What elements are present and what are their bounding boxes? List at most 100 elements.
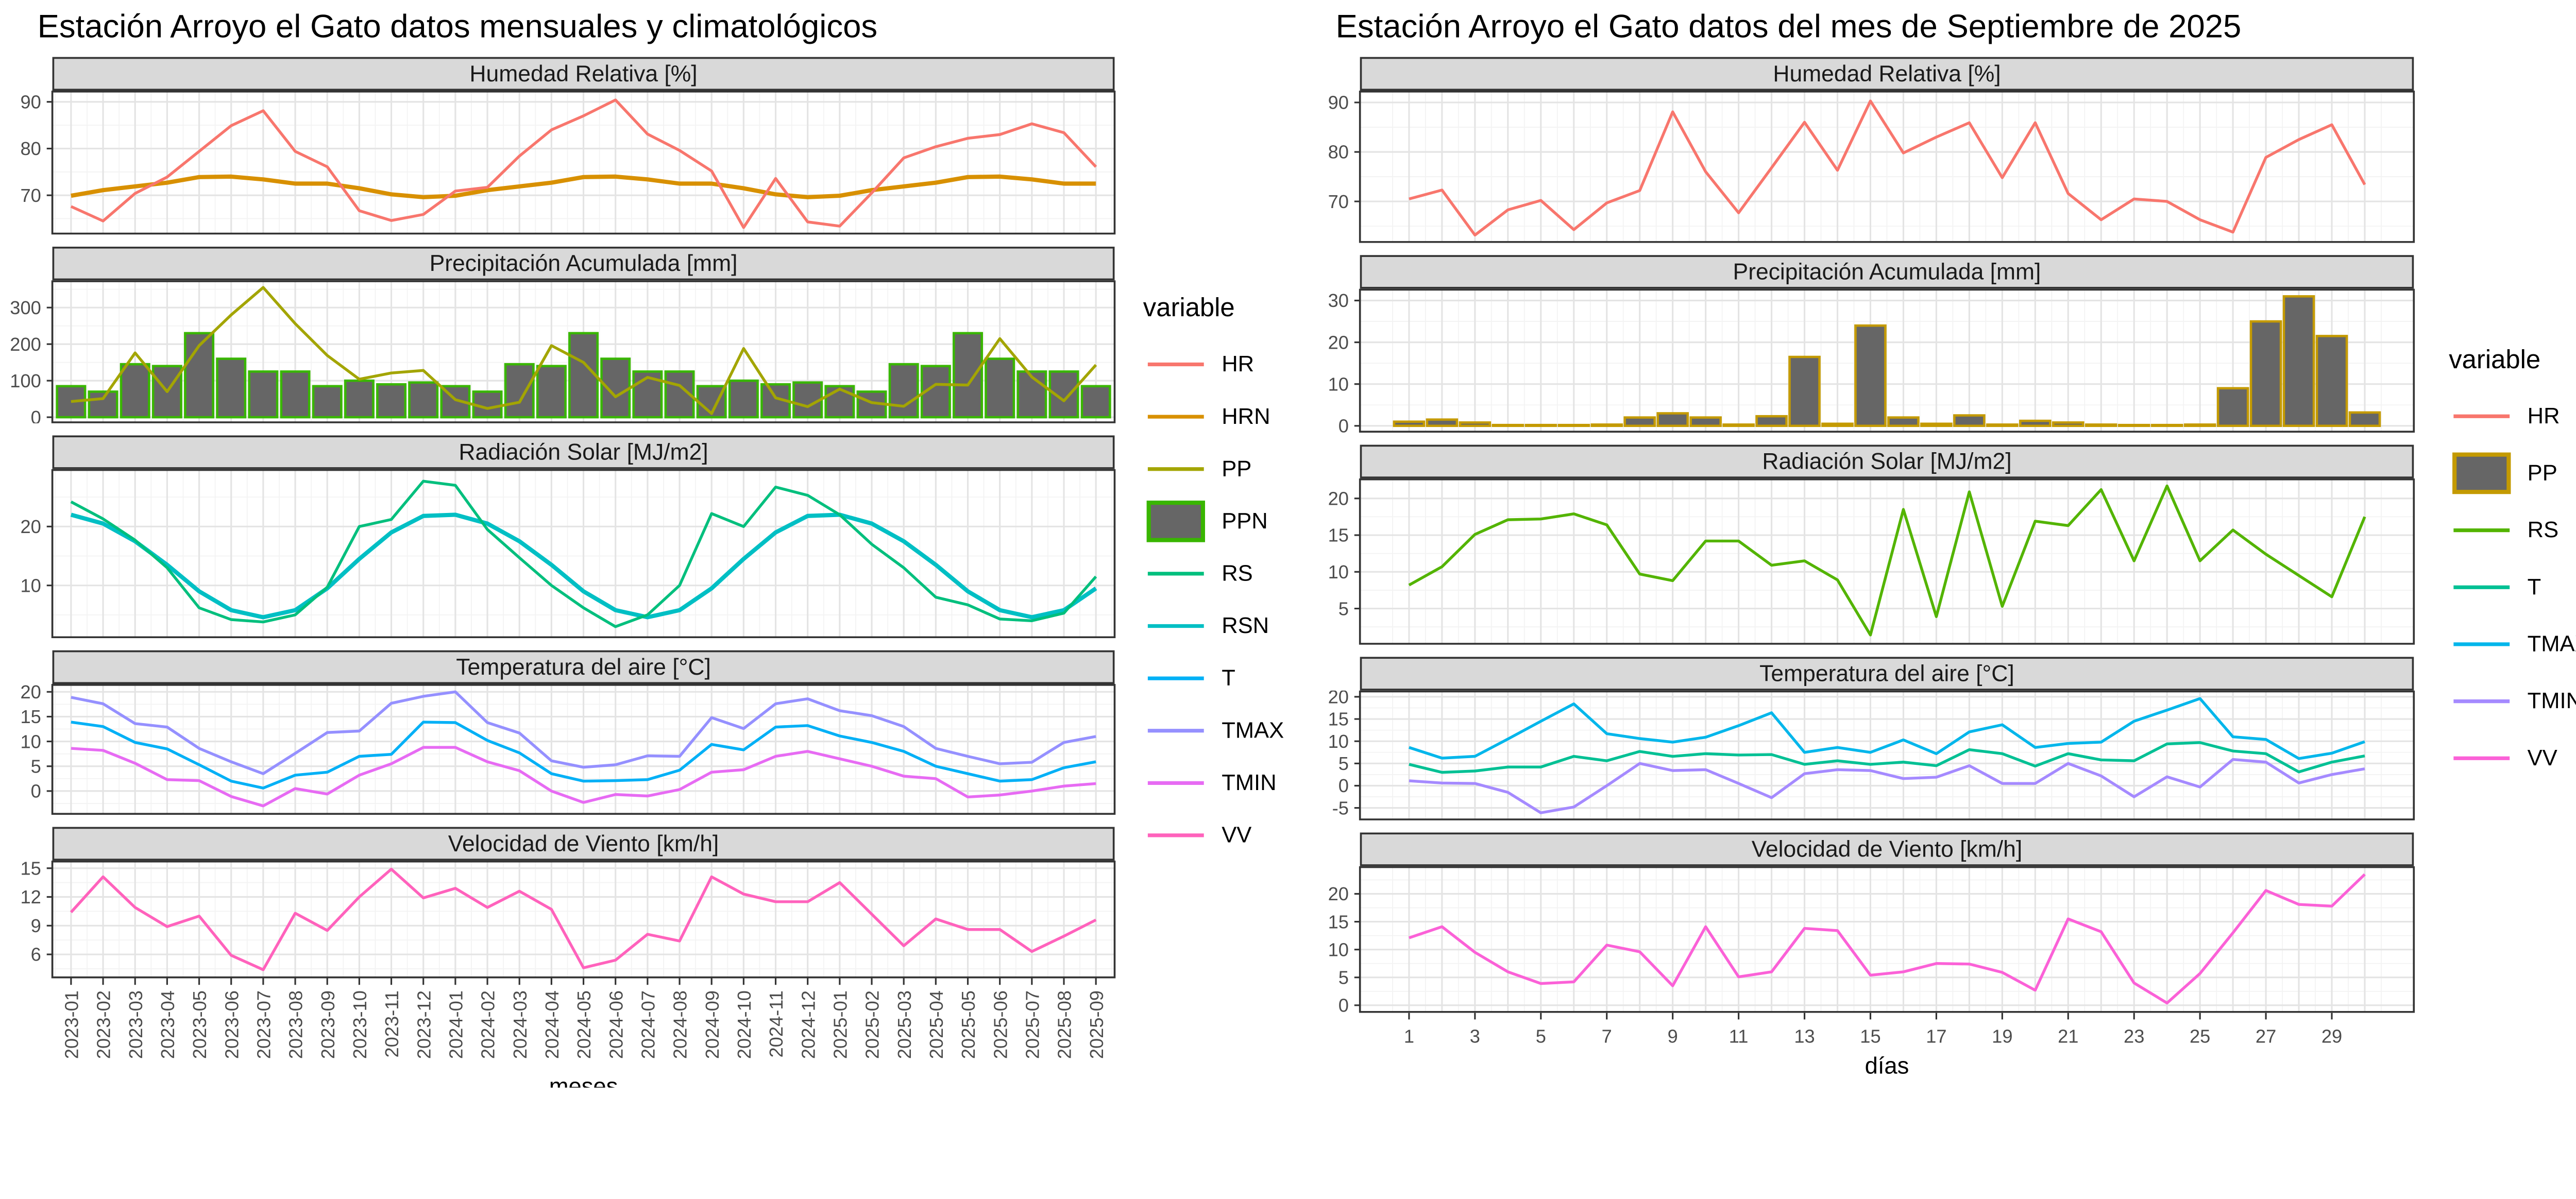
grid-major xyxy=(1360,289,2414,432)
legend-title: variable xyxy=(1143,292,1235,322)
x-tick-label: 2024-06 xyxy=(605,990,626,1059)
panel-2: Radiación Solar [MJ/m2] 5 10 15 20 xyxy=(1303,444,2415,645)
legend-line-swatch xyxy=(1147,571,1204,576)
panel-plot: 5 10 15 20 xyxy=(1328,478,2415,645)
panels-column: Humedad Relativa [%] 70 80 90 Precipitación … xyxy=(1303,57,2415,1050)
y-tick-label: 12 xyxy=(20,886,41,907)
series-PP-line xyxy=(71,286,1097,415)
panel-1: Precipitación Acumulada [mm] 0 100 200 300 xyxy=(0,246,1116,423)
x-tick-label: 7 xyxy=(1602,1026,1612,1047)
legend-label: TMAX xyxy=(2527,631,2576,657)
legend-item-T: T xyxy=(2449,564,2576,609)
screenshot-stage: Estación Arroyo el Gato datos mensuales … xyxy=(0,3,2576,1088)
y-tick-label: 5 xyxy=(1338,598,1349,619)
panel-strip: Velocidad de Viento [km/h] xyxy=(1360,832,2414,866)
y-tick-label: 30 xyxy=(1328,290,1349,311)
legend-line-swatch xyxy=(2453,642,2510,646)
y-tick-label: 15 xyxy=(20,706,41,727)
series-HR-line xyxy=(1409,99,2366,237)
legend-line-swatch xyxy=(1147,676,1204,680)
panel-0: Humedad Relativa [%] 70 80 90 xyxy=(0,57,1116,235)
legend-item-TMAX: TMAX xyxy=(2449,622,2576,666)
x-tick-label: 2024-11 xyxy=(766,990,787,1057)
legend-label: HRN xyxy=(1222,404,1270,429)
x-tick-label: 2023-08 xyxy=(285,990,307,1059)
panel-2: Radiación Solar [MJ/m2] 10 20 xyxy=(0,435,1116,639)
legend-line-swatch xyxy=(1147,362,1204,366)
y-tick-label: 90 xyxy=(20,91,41,112)
x-tick-label: 2025-01 xyxy=(829,990,851,1059)
grid-minor xyxy=(1360,91,2414,242)
legend-line-swatch xyxy=(1147,624,1204,628)
x-axis-title: días xyxy=(1865,1052,1909,1079)
y-axis: 0 100 200 300 xyxy=(10,297,53,423)
x-tick-label: 11 xyxy=(1729,1026,1749,1047)
legend-line-swatch xyxy=(1147,833,1204,837)
legend-item-RS: RS xyxy=(2449,508,2576,553)
legend-line-swatch xyxy=(2453,585,2510,589)
y-axis: 6 9 12 15 xyxy=(20,861,53,965)
legend-line-swatch xyxy=(2453,528,2510,532)
x-tick-label: 2023-06 xyxy=(221,990,242,1059)
panel-1: Precipitación Acumulada [mm] 0 10 20 30 xyxy=(1303,255,2415,433)
panel-plot: 0 10 20 30 xyxy=(1328,288,2415,433)
y-tick-label: 15 xyxy=(1328,911,1349,932)
legend-label: PPN xyxy=(1222,508,1268,534)
x-tick-label: 2023-04 xyxy=(157,990,178,1059)
y-tick-label: 10 xyxy=(20,731,41,752)
y-tick-label: 10 xyxy=(1328,373,1349,395)
y-tick-label: 10 xyxy=(1328,731,1349,752)
panel-plot: 0 5 10 15 20 xyxy=(20,684,1116,815)
panel-strip: Radiación Solar [MJ/m2] xyxy=(1360,444,2414,478)
legend-line-swatch xyxy=(1147,467,1204,471)
panel-3: Temperatura del aire [°C] 0 5 10 15 20 xyxy=(0,650,1116,815)
legend-items: HR HRN PP PPN RS RSN T TMAX TMIN VV xyxy=(1143,342,1284,865)
x-tick-label: 2023-11 xyxy=(381,990,402,1057)
legend-label: TMIN xyxy=(1222,770,1277,795)
x-tick-label: 2023-01 xyxy=(61,990,82,1059)
y-axis: 0 10 20 30 xyxy=(1328,290,1360,433)
y-tick-label: 300 xyxy=(10,297,41,318)
series-HR-line xyxy=(70,98,1097,229)
x-tick-label: 2024-07 xyxy=(637,990,658,1059)
y-axis: 10 20 xyxy=(20,516,53,596)
x-tick-label: 2025-03 xyxy=(894,990,915,1059)
y-tick-label: 80 xyxy=(20,138,41,159)
y-tick-label: 6 xyxy=(31,944,41,965)
series-PP-bars xyxy=(1393,295,2381,427)
panel-strip: Precipitación Acumulada [mm] xyxy=(1360,255,2414,289)
panel-strip: Velocidad de Viento [km/h] xyxy=(52,827,1115,861)
y-tick-label: 5 xyxy=(1338,753,1349,774)
legend-bar-swatch xyxy=(1146,500,1205,542)
y-tick-label: 70 xyxy=(1328,191,1349,212)
y-tick-label: 20 xyxy=(1328,488,1349,509)
y-tick-label: 0 xyxy=(31,781,41,802)
x-axis: 2023-01 2023-02 2023-03 2023-04 2023-05 2023-… xyxy=(61,978,1107,1059)
x-tick-label: 2024-02 xyxy=(478,990,499,1059)
legend-item-RSN: RSN xyxy=(1143,604,1284,648)
legend-item-T: T xyxy=(1143,656,1284,700)
legend-item-TMIN: TMIN xyxy=(1143,760,1284,805)
x-tick-label: 2025-04 xyxy=(926,990,947,1059)
series-TMIN-line xyxy=(71,746,1096,808)
panel-strip: Humedad Relativa [%] xyxy=(52,57,1115,91)
y-tick-label: 9 xyxy=(31,915,41,936)
panel-strip: Temperatura del aire [°C] xyxy=(52,650,1115,684)
y-tick-label: 5 xyxy=(1338,967,1349,988)
legend-line-swatch xyxy=(1147,415,1204,419)
panel-strip: Humedad Relativa [%] xyxy=(1360,57,2414,91)
x-tick-label: 2023-03 xyxy=(125,990,146,1059)
x-tick-label: 21 xyxy=(2058,1026,2078,1047)
x-tick-label: 2023-07 xyxy=(253,990,274,1059)
figure-monthly-climatology: Estación Arroyo el Gato datos mensuales … xyxy=(0,3,1295,1087)
panel-plot: 70 80 90 xyxy=(20,90,1116,235)
grid-minor xyxy=(1360,867,2414,1012)
legend-label: PP xyxy=(2527,460,2557,486)
panel-plot: 70 80 90 xyxy=(1328,90,2415,243)
x-tick-label: 2024-03 xyxy=(510,990,531,1059)
y-tick-label: 20 xyxy=(20,516,41,537)
x-tick-label: 2024-09 xyxy=(702,990,723,1059)
x-axis-title: meses xyxy=(549,1073,618,1088)
y-tick-label: 20 xyxy=(20,684,41,703)
